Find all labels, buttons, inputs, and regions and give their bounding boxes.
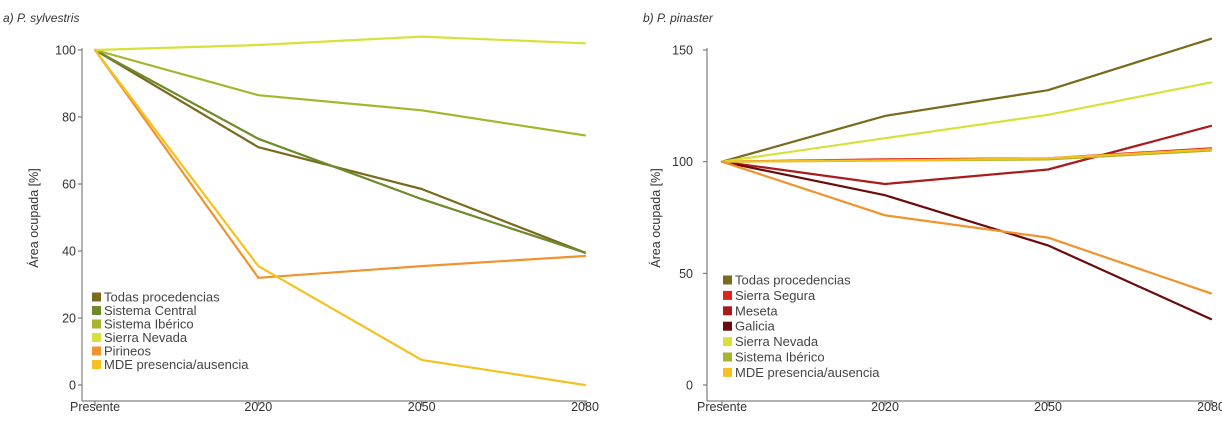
x-tick-label: 2080 — [1197, 400, 1222, 414]
legend-label: Sistema Ibérico — [735, 350, 825, 365]
y-tick-label: 100 — [672, 155, 693, 169]
x-tick-label: 2020 — [244, 400, 272, 414]
y-tick-label: 80 — [62, 111, 76, 125]
y-axis-title: Área ocupada [%] — [648, 168, 663, 267]
x-tick-label: Presente — [697, 400, 747, 414]
chart-title: b) P. pinaster — [643, 11, 714, 25]
legend-swatch — [723, 367, 732, 377]
legend-swatch — [723, 290, 732, 300]
legend-label: MDE presencia/ausencia — [735, 365, 880, 380]
series-line — [720, 37, 1213, 163]
x-tick-label: 2050 — [408, 400, 436, 414]
legend-swatch — [723, 337, 732, 347]
legend-swatch — [723, 275, 732, 285]
y-tick-label: 0 — [69, 379, 76, 393]
legend-label: Sistema Central — [104, 303, 197, 318]
series-line — [720, 160, 1213, 295]
chart-title: a) P. sylvestris — [3, 11, 79, 25]
chart-panel-1: b) P. pinaster 0 50 100 150 Presente 2020 2050 2… — [643, 11, 1222, 414]
series-line — [93, 48, 587, 254]
legend-label: Todas procedencias — [735, 273, 851, 288]
series-line — [720, 160, 1213, 321]
x-tick-label: 2080 — [571, 400, 599, 414]
legend-label: Galicia — [735, 319, 776, 334]
chart-panel-0: a) P. sylvestris 0 20 40 60 80 100 Presente 2020… — [3, 11, 599, 414]
legend-swatch — [92, 319, 101, 329]
series-line — [720, 81, 1213, 163]
series-line — [720, 148, 1213, 163]
y-tick-label: 40 — [62, 245, 76, 259]
x-tick-label: 2020 — [871, 400, 899, 414]
legend-label: Todas procedencias — [104, 290, 220, 305]
legend-swatch — [92, 292, 101, 302]
y-tick-label: 60 — [62, 178, 76, 192]
y-tick-label: 100 — [55, 44, 76, 58]
legend-swatch — [92, 333, 101, 342]
y-tick-label: 20 — [62, 312, 76, 326]
legend-label: Pirineos — [104, 344, 151, 359]
legend-label: Sierra Nevada — [735, 334, 819, 349]
legend-swatch — [92, 306, 101, 315]
legend-swatch — [92, 346, 101, 356]
legend-label: Sierra Nevada — [104, 330, 188, 345]
y-tick-label: 150 — [672, 44, 693, 58]
legend-label: Sierra Segura — [735, 288, 816, 303]
series-line — [720, 124, 1213, 186]
x-tick-label: 2050 — [1034, 400, 1062, 414]
series-line — [93, 48, 587, 279]
legend-swatch — [723, 306, 732, 316]
legend-swatch — [723, 352, 732, 362]
series-line — [93, 48, 587, 387]
x-tick-label: Presente — [70, 400, 120, 414]
y-axis-title: Área ocupada [%] — [26, 168, 41, 267]
legend-label: Meseta — [735, 303, 778, 318]
series-line — [93, 48, 587, 137]
series-line — [93, 35, 587, 52]
y-tick-label: 50 — [679, 267, 693, 281]
legend-label: MDE presencia/ausencia — [104, 357, 249, 372]
legend-swatch — [723, 321, 732, 331]
y-tick-label: 0 — [686, 379, 693, 393]
legend-swatch — [92, 360, 101, 369]
legend-label: Sistema Ibérico — [104, 317, 194, 332]
